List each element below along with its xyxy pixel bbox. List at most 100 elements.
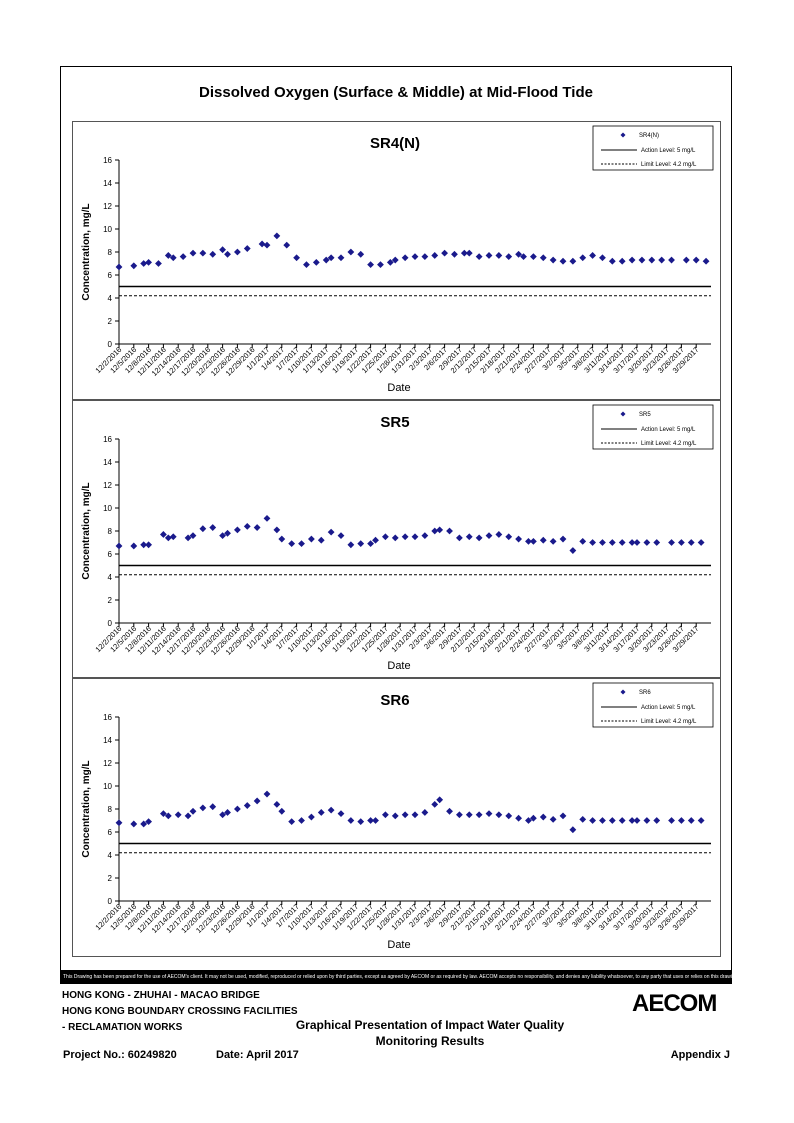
y-tick-label: 6 — [108, 550, 113, 559]
data-point — [525, 817, 532, 824]
data-point — [317, 809, 325, 816]
data-point — [569, 826, 577, 834]
data-point — [485, 252, 493, 259]
data-point — [382, 533, 389, 541]
data-point — [525, 537, 532, 545]
data-point — [337, 532, 345, 539]
chart-title: SR6 — [380, 692, 409, 709]
y-tick-label: 10 — [103, 225, 112, 234]
data-point — [322, 256, 330, 264]
y-tick-label: 2 — [108, 874, 113, 883]
y-tick-label: 12 — [103, 481, 112, 490]
data-point — [115, 263, 123, 271]
data-point — [608, 539, 616, 546]
data-point — [401, 811, 409, 819]
data-point — [209, 803, 217, 811]
data-point — [411, 533, 419, 541]
data-point — [386, 258, 394, 266]
data-point — [234, 805, 241, 813]
data-point — [465, 811, 473, 819]
data-point — [115, 819, 123, 827]
data-point — [687, 539, 695, 546]
data-point — [475, 811, 483, 819]
data-point — [169, 533, 177, 541]
data-point — [199, 525, 207, 533]
data-point — [692, 256, 700, 264]
data-point — [263, 514, 271, 522]
x-axis-label: Date — [387, 382, 410, 394]
y-tick-label: 6 — [108, 271, 113, 280]
project-line-3: - RECLAMATION WORKS — [62, 1022, 183, 1033]
data-point — [145, 818, 152, 826]
data-point — [184, 534, 192, 542]
data-point — [515, 814, 522, 822]
data-point — [460, 249, 468, 257]
data-point — [475, 253, 483, 260]
data-point — [559, 812, 567, 820]
data-point — [579, 254, 587, 262]
data-point — [145, 541, 152, 549]
data-point — [367, 540, 374, 548]
data-point — [347, 817, 355, 824]
y-tick-label: 0 — [108, 619, 113, 628]
data-point — [219, 532, 226, 539]
data-point — [599, 254, 606, 262]
data-point — [308, 813, 315, 821]
data-point — [485, 810, 493, 817]
chart-panel-sr5: SR5 0 2 4 6 8 10 12 14 16 Concentration, mg/L 12/2/… — [72, 400, 721, 678]
data-point — [539, 813, 547, 821]
data-point — [530, 253, 537, 260]
data-point — [298, 817, 305, 824]
data-point — [539, 254, 547, 262]
data-point — [569, 257, 577, 265]
data-point — [372, 536, 379, 544]
y-tick-label: 8 — [108, 805, 113, 814]
page-title: Dissolved Oxygen (Surface & Middle) at M… — [199, 84, 593, 101]
data-point — [653, 817, 661, 824]
data-point — [273, 232, 281, 240]
data-point — [446, 807, 453, 815]
y-tick-label: 12 — [103, 759, 112, 768]
data-point — [372, 817, 379, 824]
y-tick-label: 14 — [103, 736, 112, 745]
data-point — [224, 250, 231, 258]
y-tick-label: 12 — [103, 202, 112, 211]
data-point — [697, 539, 705, 546]
data-point — [140, 541, 148, 549]
data-point — [505, 533, 513, 541]
data-point — [273, 526, 281, 534]
data-point — [495, 811, 503, 819]
data-point — [520, 253, 527, 260]
data-point — [130, 542, 138, 550]
data-point — [391, 812, 399, 820]
data-point — [618, 817, 626, 824]
data-point — [308, 535, 315, 543]
legend-marker — [620, 132, 626, 138]
data-point — [347, 541, 355, 549]
legend-label-reference: Action Level: 5 mg/L — [641, 148, 696, 154]
legend-box — [592, 404, 714, 450]
data-point — [303, 261, 310, 269]
y-tick-label: 4 — [108, 294, 113, 303]
y-tick-label: 4 — [108, 573, 113, 582]
legend-label-reference: Limit Level: 4.2 mg/L — [641, 441, 697, 447]
data-point — [431, 527, 439, 535]
data-point — [130, 820, 138, 828]
data-point — [608, 817, 616, 824]
data-point — [530, 814, 537, 822]
data-point — [234, 526, 241, 534]
data-point — [485, 532, 493, 539]
legend-label-reference: Action Level: 5 mg/L — [641, 705, 696, 711]
data-point — [273, 801, 281, 808]
data-point — [495, 252, 503, 259]
data-point — [599, 539, 606, 546]
data-point — [160, 810, 167, 817]
y-axis-label: Concentration, mg/L — [81, 760, 92, 857]
data-point — [219, 246, 226, 254]
data-point — [253, 797, 261, 805]
data-point — [382, 811, 389, 819]
data-point — [115, 542, 123, 550]
y-tick-label: 16 — [103, 435, 112, 444]
